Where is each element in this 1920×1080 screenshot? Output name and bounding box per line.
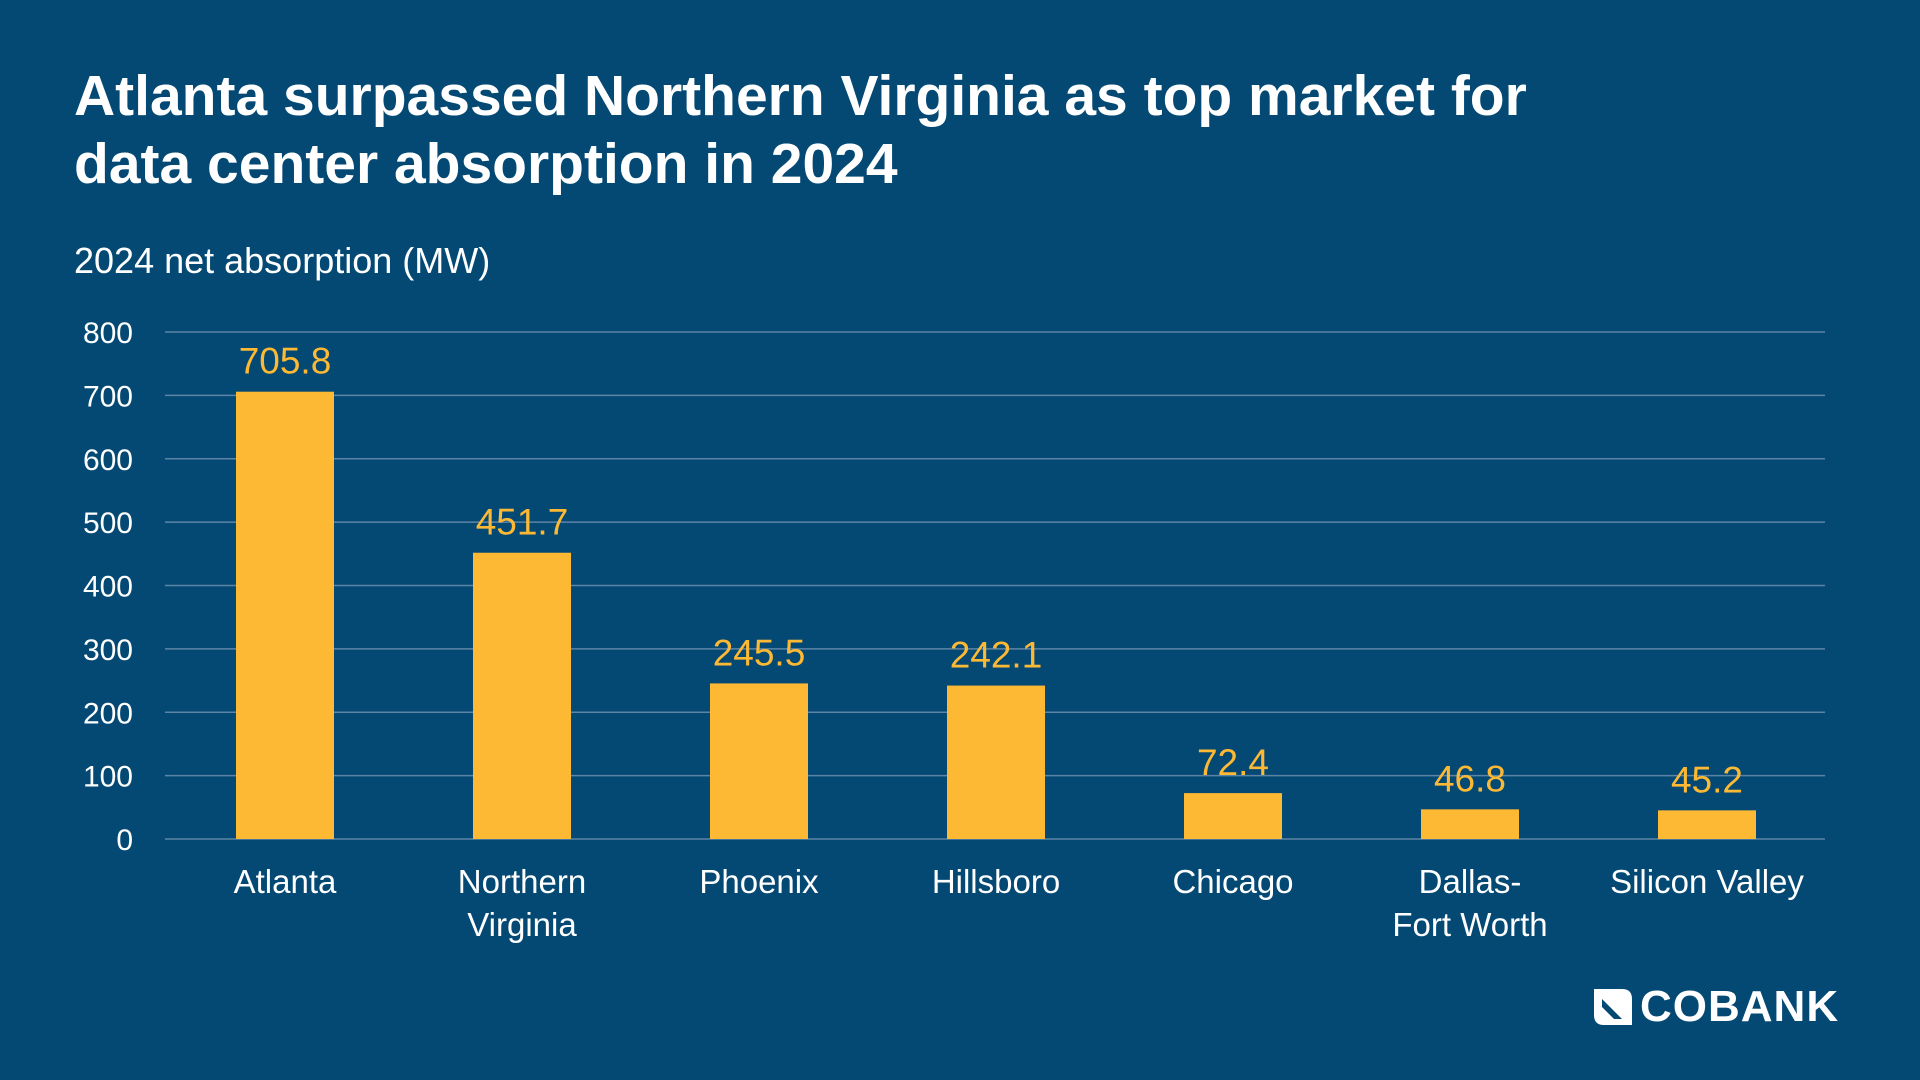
- chart-subtitle: 2024 net absorption (MW): [74, 240, 491, 281]
- chart-title: Atlanta surpassed Northern Virginia as t…: [74, 62, 1774, 198]
- category-label-line: Dallas-: [1419, 863, 1522, 900]
- category-label: Phoenix: [699, 863, 819, 900]
- bar: [710, 683, 808, 839]
- data-label: 46.8: [1434, 758, 1506, 799]
- category-label: Chicago: [1172, 863, 1293, 900]
- category-label: Silicon Valley: [1610, 863, 1804, 900]
- category-label: Hillsboro: [932, 863, 1060, 900]
- chart-title-line-2: data center absorption in 2024: [74, 132, 898, 196]
- category-label-line: Hillsboro: [932, 863, 1060, 900]
- data-label: 245.5: [713, 632, 806, 673]
- data-label: 72.4: [1197, 742, 1269, 783]
- bar: [947, 685, 1045, 839]
- cobank-logo: COBANK: [1592, 982, 1839, 1032]
- y-tick-label: 0: [116, 824, 133, 857]
- category-label-line: Silicon Valley: [1610, 863, 1804, 900]
- x-axis-category-labels: Atlanta Northern Virginia Phoenix Hillsboro C…: [234, 863, 1805, 943]
- bar: [1658, 810, 1756, 839]
- category-label-line: Atlanta: [234, 863, 337, 900]
- data-label: 705.8: [239, 341, 332, 382]
- y-axis-tick-labels: 0 100 200 300 400 500 600 700 800: [83, 317, 133, 857]
- category-label-line: Phoenix: [699, 863, 819, 900]
- data-label: 242.1: [950, 635, 1043, 676]
- y-tick-label: 200: [83, 697, 133, 730]
- y-tick-label: 600: [83, 444, 133, 477]
- bar: [1421, 809, 1519, 839]
- cobank-logo-icon: [1594, 989, 1632, 1025]
- bars: [236, 391, 1756, 839]
- category-label-line: Northern: [458, 863, 586, 900]
- y-tick-label: 100: [83, 761, 133, 794]
- category-label-line: Fort Worth: [1392, 906, 1547, 943]
- bar: [236, 391, 334, 839]
- y-tick-label: 500: [83, 507, 133, 540]
- category-label-line: Chicago: [1172, 863, 1293, 900]
- bar: [473, 552, 571, 839]
- category-label: Northern Virginia: [458, 863, 586, 943]
- data-label: 45.2: [1671, 759, 1743, 800]
- data-labels: 705.8 451.7 245.5 242.1 72.4 46.8 45.2: [239, 341, 1743, 801]
- y-tick-label: 800: [83, 317, 133, 350]
- cobank-logo-text: COBANK: [1640, 982, 1840, 1031]
- bar: [1184, 793, 1282, 839]
- y-tick-label: 400: [83, 571, 133, 604]
- y-tick-label: 300: [83, 634, 133, 667]
- category-label: Atlanta: [234, 863, 337, 900]
- y-tick-label: 700: [83, 380, 133, 413]
- gridlines: [165, 331, 1825, 840]
- data-label: 451.7: [476, 502, 569, 543]
- category-label-line: Virginia: [467, 906, 577, 943]
- category-label: Dallas- Fort Worth: [1392, 863, 1547, 943]
- chart-title-line-1: Atlanta surpassed Northern Virginia as t…: [74, 64, 1527, 128]
